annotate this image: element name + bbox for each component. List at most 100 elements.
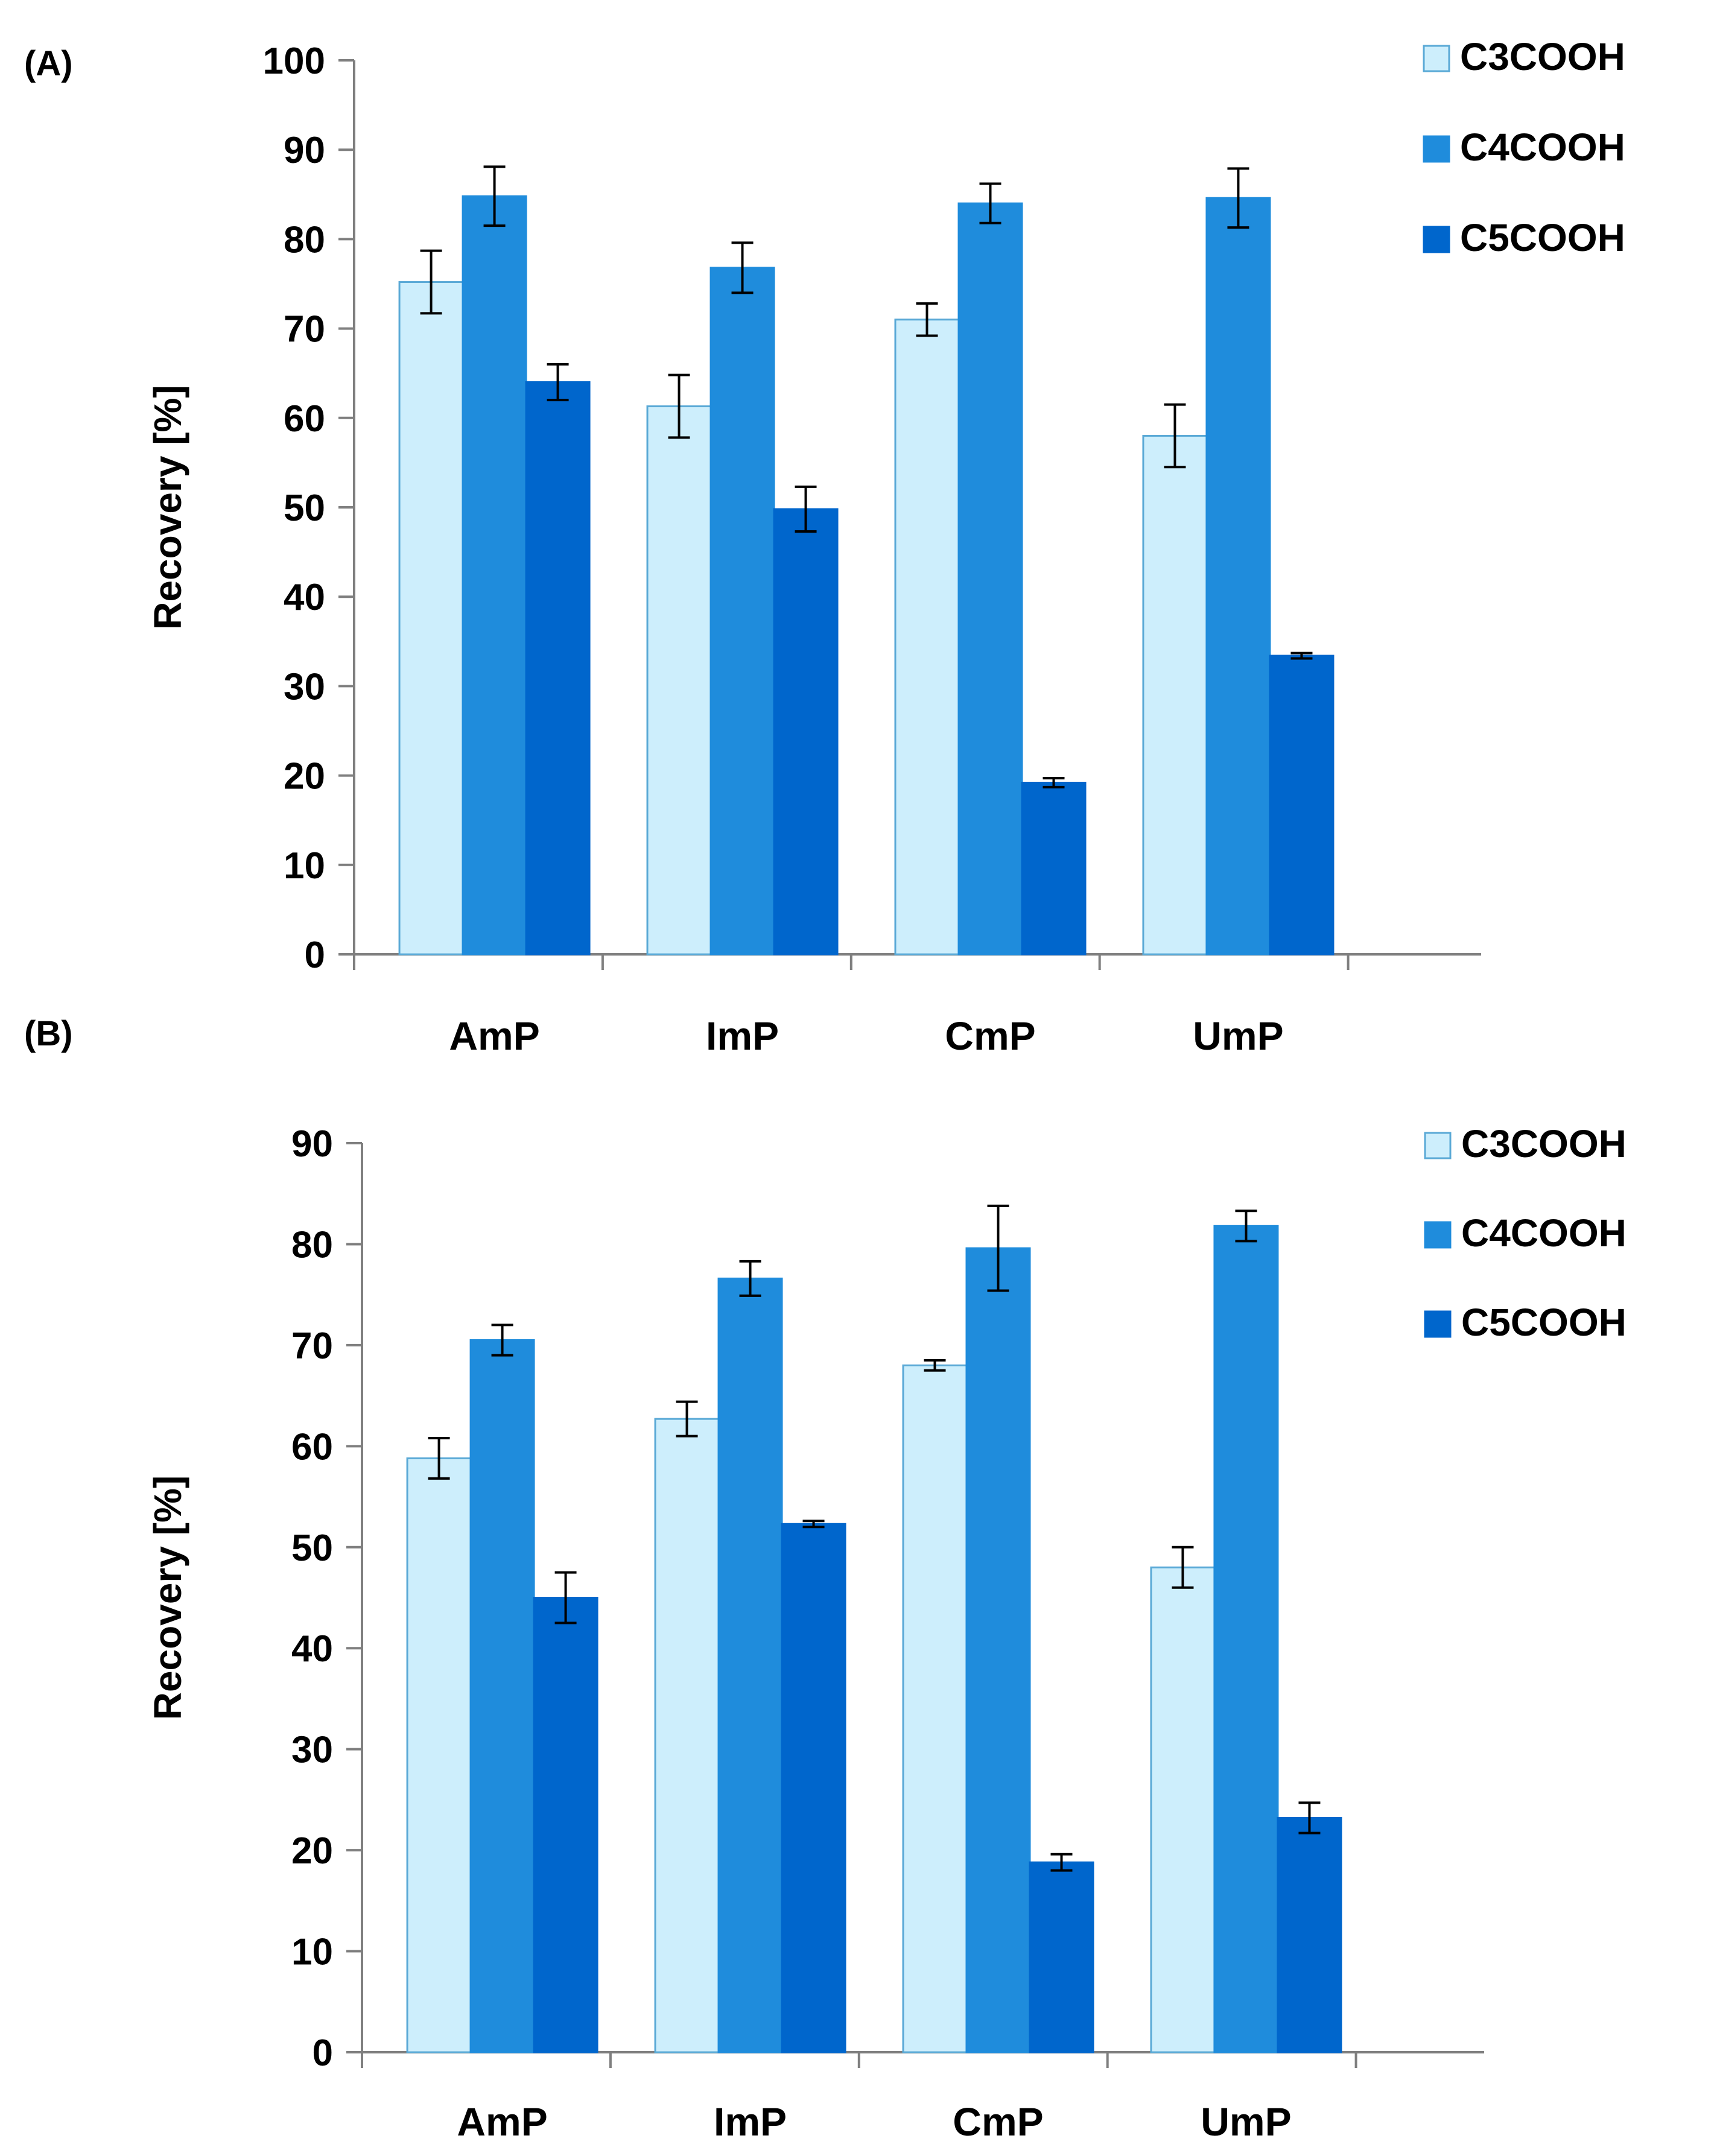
panel-a-error-bar-ump-c3cooh — [1164, 403, 1186, 469]
panel-a-error-bar-imp-c5cooh — [795, 485, 817, 533]
panel-b-x-label-cmp: CmP — [953, 2099, 1043, 2144]
legend-swatch — [1423, 226, 1450, 253]
panel-b-error-bar-imp-c5cooh — [802, 1520, 825, 1529]
panel-b-error-bar-imp-c3cooh — [676, 1400, 698, 1438]
panel-a-y-axis-label: Recovery [%] — [146, 385, 189, 630]
panel-b-y-tick-40: 40 — [291, 1628, 333, 1670]
legend-swatch — [1424, 1221, 1452, 1249]
panel-a-y-tick-80: 80 — [284, 219, 325, 261]
panel-b-bar-amp-c3cooh — [406, 1457, 472, 2053]
panel-a-y-tick-30: 30 — [284, 666, 325, 708]
panel-a-error-bar-amp-c5cooh — [547, 363, 569, 402]
panel-a-x-label-cmp: CmP — [945, 1013, 1035, 1058]
panel-b-bar-cmp-c3cooh — [902, 1364, 968, 2053]
panel-a-bar-imp-c3cooh — [646, 405, 712, 956]
legend-label: C5COOH — [1460, 216, 1625, 259]
panel-b-legend-c4cooh: C4COOH — [1424, 1211, 1627, 1255]
panel-a-error-bar-cmp-c5cooh — [1043, 777, 1065, 788]
panel-a-error-bar-amp-c3cooh — [420, 249, 442, 315]
panel-b-x-label-amp: AmP — [457, 2099, 547, 2144]
legend-swatch — [1424, 1132, 1452, 1159]
panel-b-bar-amp-c5cooh — [533, 1597, 598, 2053]
panel-b-y-axis-label: Recovery [%] — [146, 1476, 189, 1720]
panel-b-error-bar-cmp-c4cooh — [987, 1204, 1009, 1292]
panel-a-legend-c3cooh: C3COOH — [1423, 35, 1625, 78]
panel-b-bar-cmp-c5cooh — [1029, 1861, 1094, 2053]
panel-b-bar-amp-c4cooh — [469, 1339, 535, 2053]
panel-a-y-tick-70: 70 — [284, 309, 325, 350]
panel-a-x-label-amp: AmP — [449, 1013, 539, 1058]
panel-a-error-bar-cmp-c3cooh — [916, 302, 938, 337]
panel-b-error-bar-ump-c5cooh — [1298, 1801, 1321, 1834]
panel-a-legend-c5cooh: C5COOH — [1423, 216, 1625, 259]
panel-b-x-label-ump: UmP — [1201, 2099, 1291, 2144]
panel-a-bar-cmp-c4cooh — [957, 202, 1023, 956]
panel-b-chart: (B) Recovery [%] 0 10 20 30 40 50 60 70 80 90 AmP ImP… — [24, 1014, 1627, 2144]
panel-a-legend-c4cooh: C4COOH — [1423, 125, 1625, 169]
panel-b-error-bar-amp-c3cooh — [428, 1436, 450, 1480]
panel-b-error-bar-amp-c5cooh — [554, 1571, 577, 1625]
legend-swatch — [1423, 135, 1450, 163]
panel-b-bar-ump-c4cooh — [1213, 1225, 1279, 2053]
legend-label: C4COOH — [1460, 125, 1625, 169]
panel-b-bar-ump-c3cooh — [1150, 1566, 1216, 2053]
panel-a-label: (A) — [24, 44, 73, 83]
panel-b-error-bar-cmp-c5cooh — [1050, 1853, 1073, 1872]
panel-b-legend-c3cooh: C3COOH — [1424, 1122, 1627, 1165]
legend-swatch — [1424, 1310, 1452, 1338]
panel-a-error-bar-ump-c5cooh — [1290, 652, 1313, 660]
legend-label: C5COOH — [1461, 1301, 1627, 1344]
panel-a-bar-amp-c4cooh — [462, 195, 527, 956]
panel-a-error-bar-cmp-c4cooh — [979, 182, 1001, 224]
panel-a-error-bar-amp-c4cooh — [483, 165, 506, 227]
panel-a-y-tick-50: 50 — [284, 487, 325, 529]
panel-b-y-tick-80: 80 — [291, 1224, 333, 1266]
panel-b-error-bar-imp-c4cooh — [739, 1260, 761, 1297]
panel-b-x-label-imp: ImP — [714, 2099, 787, 2144]
panel-a-bar-imp-c5cooh — [773, 508, 839, 956]
panel-a-bar-ump-c4cooh — [1205, 197, 1271, 956]
panel-b-bar-imp-c3cooh — [654, 1418, 720, 2053]
panel-b-y-tick-30: 30 — [291, 1730, 333, 1771]
panel-b-legend-c5cooh: C5COOH — [1424, 1301, 1627, 1344]
panel-b-y-tick-0: 0 — [313, 2032, 333, 2074]
panel-a-bar-ump-c5cooh — [1269, 655, 1335, 956]
panel-b-error-bar-cmp-c3cooh — [924, 1359, 946, 1372]
panel-a-bar-ump-c3cooh — [1142, 434, 1208, 956]
panel-b-error-bar-amp-c4cooh — [491, 1324, 513, 1357]
panel-b-label: (B) — [24, 1014, 73, 1053]
panel-b-bar-cmp-c4cooh — [965, 1247, 1031, 2053]
panel-a-y-tick-60: 60 — [284, 398, 325, 440]
panel-b-bar-ump-c5cooh — [1277, 1817, 1342, 2053]
panel-b-error-bar-ump-c3cooh — [1172, 1546, 1194, 1589]
panel-a-y-tick-0: 0 — [305, 934, 325, 976]
panel-a-error-bar-imp-c4cooh — [731, 241, 754, 294]
panel-b-y-tick-50: 50 — [291, 1527, 333, 1569]
legend-label: C3COOH — [1461, 1122, 1627, 1165]
panel-a-bar-amp-c5cooh — [525, 381, 591, 956]
panel-a-error-bar-imp-c3cooh — [668, 373, 690, 439]
panel-a-x-label-ump: UmP — [1193, 1013, 1283, 1058]
panel-a-error-bar-ump-c4cooh — [1227, 167, 1249, 229]
legend-label: C4COOH — [1461, 1211, 1627, 1255]
panel-a-bar-cmp-c5cooh — [1021, 781, 1087, 956]
panel-b-y-tick-90: 90 — [291, 1123, 333, 1165]
panel-b-y-tick-70: 70 — [291, 1325, 333, 1367]
legend-label: C3COOH — [1460, 35, 1625, 78]
panel-a-bar-amp-c3cooh — [398, 281, 464, 956]
panel-a-y-tick-40: 40 — [284, 577, 325, 618]
panel-a-bar-cmp-c3cooh — [894, 319, 960, 956]
panel-a-x-label-imp: ImP — [706, 1013, 779, 1058]
panel-b-y-tick-20: 20 — [291, 1830, 333, 1872]
panel-b-bar-imp-c4cooh — [717, 1277, 783, 2053]
panel-a-chart: (A) Recovery [%] 0 10 20 30 40 50 60 70 80 90 100 AmP… — [24, 35, 1625, 1058]
panel-a-y-tick-10: 10 — [284, 845, 325, 887]
panel-a-y-tick-20: 20 — [284, 756, 325, 797]
panel-a-y-tick-90: 90 — [284, 130, 325, 171]
panel-b-bar-imp-c5cooh — [781, 1523, 846, 2053]
panel-b-y-tick-60: 60 — [291, 1426, 333, 1468]
panel-a-bar-imp-c4cooh — [709, 267, 775, 956]
panel-a-y-tick-100: 100 — [263, 40, 325, 82]
panel-b-y-tick-10: 10 — [291, 1932, 333, 1973]
